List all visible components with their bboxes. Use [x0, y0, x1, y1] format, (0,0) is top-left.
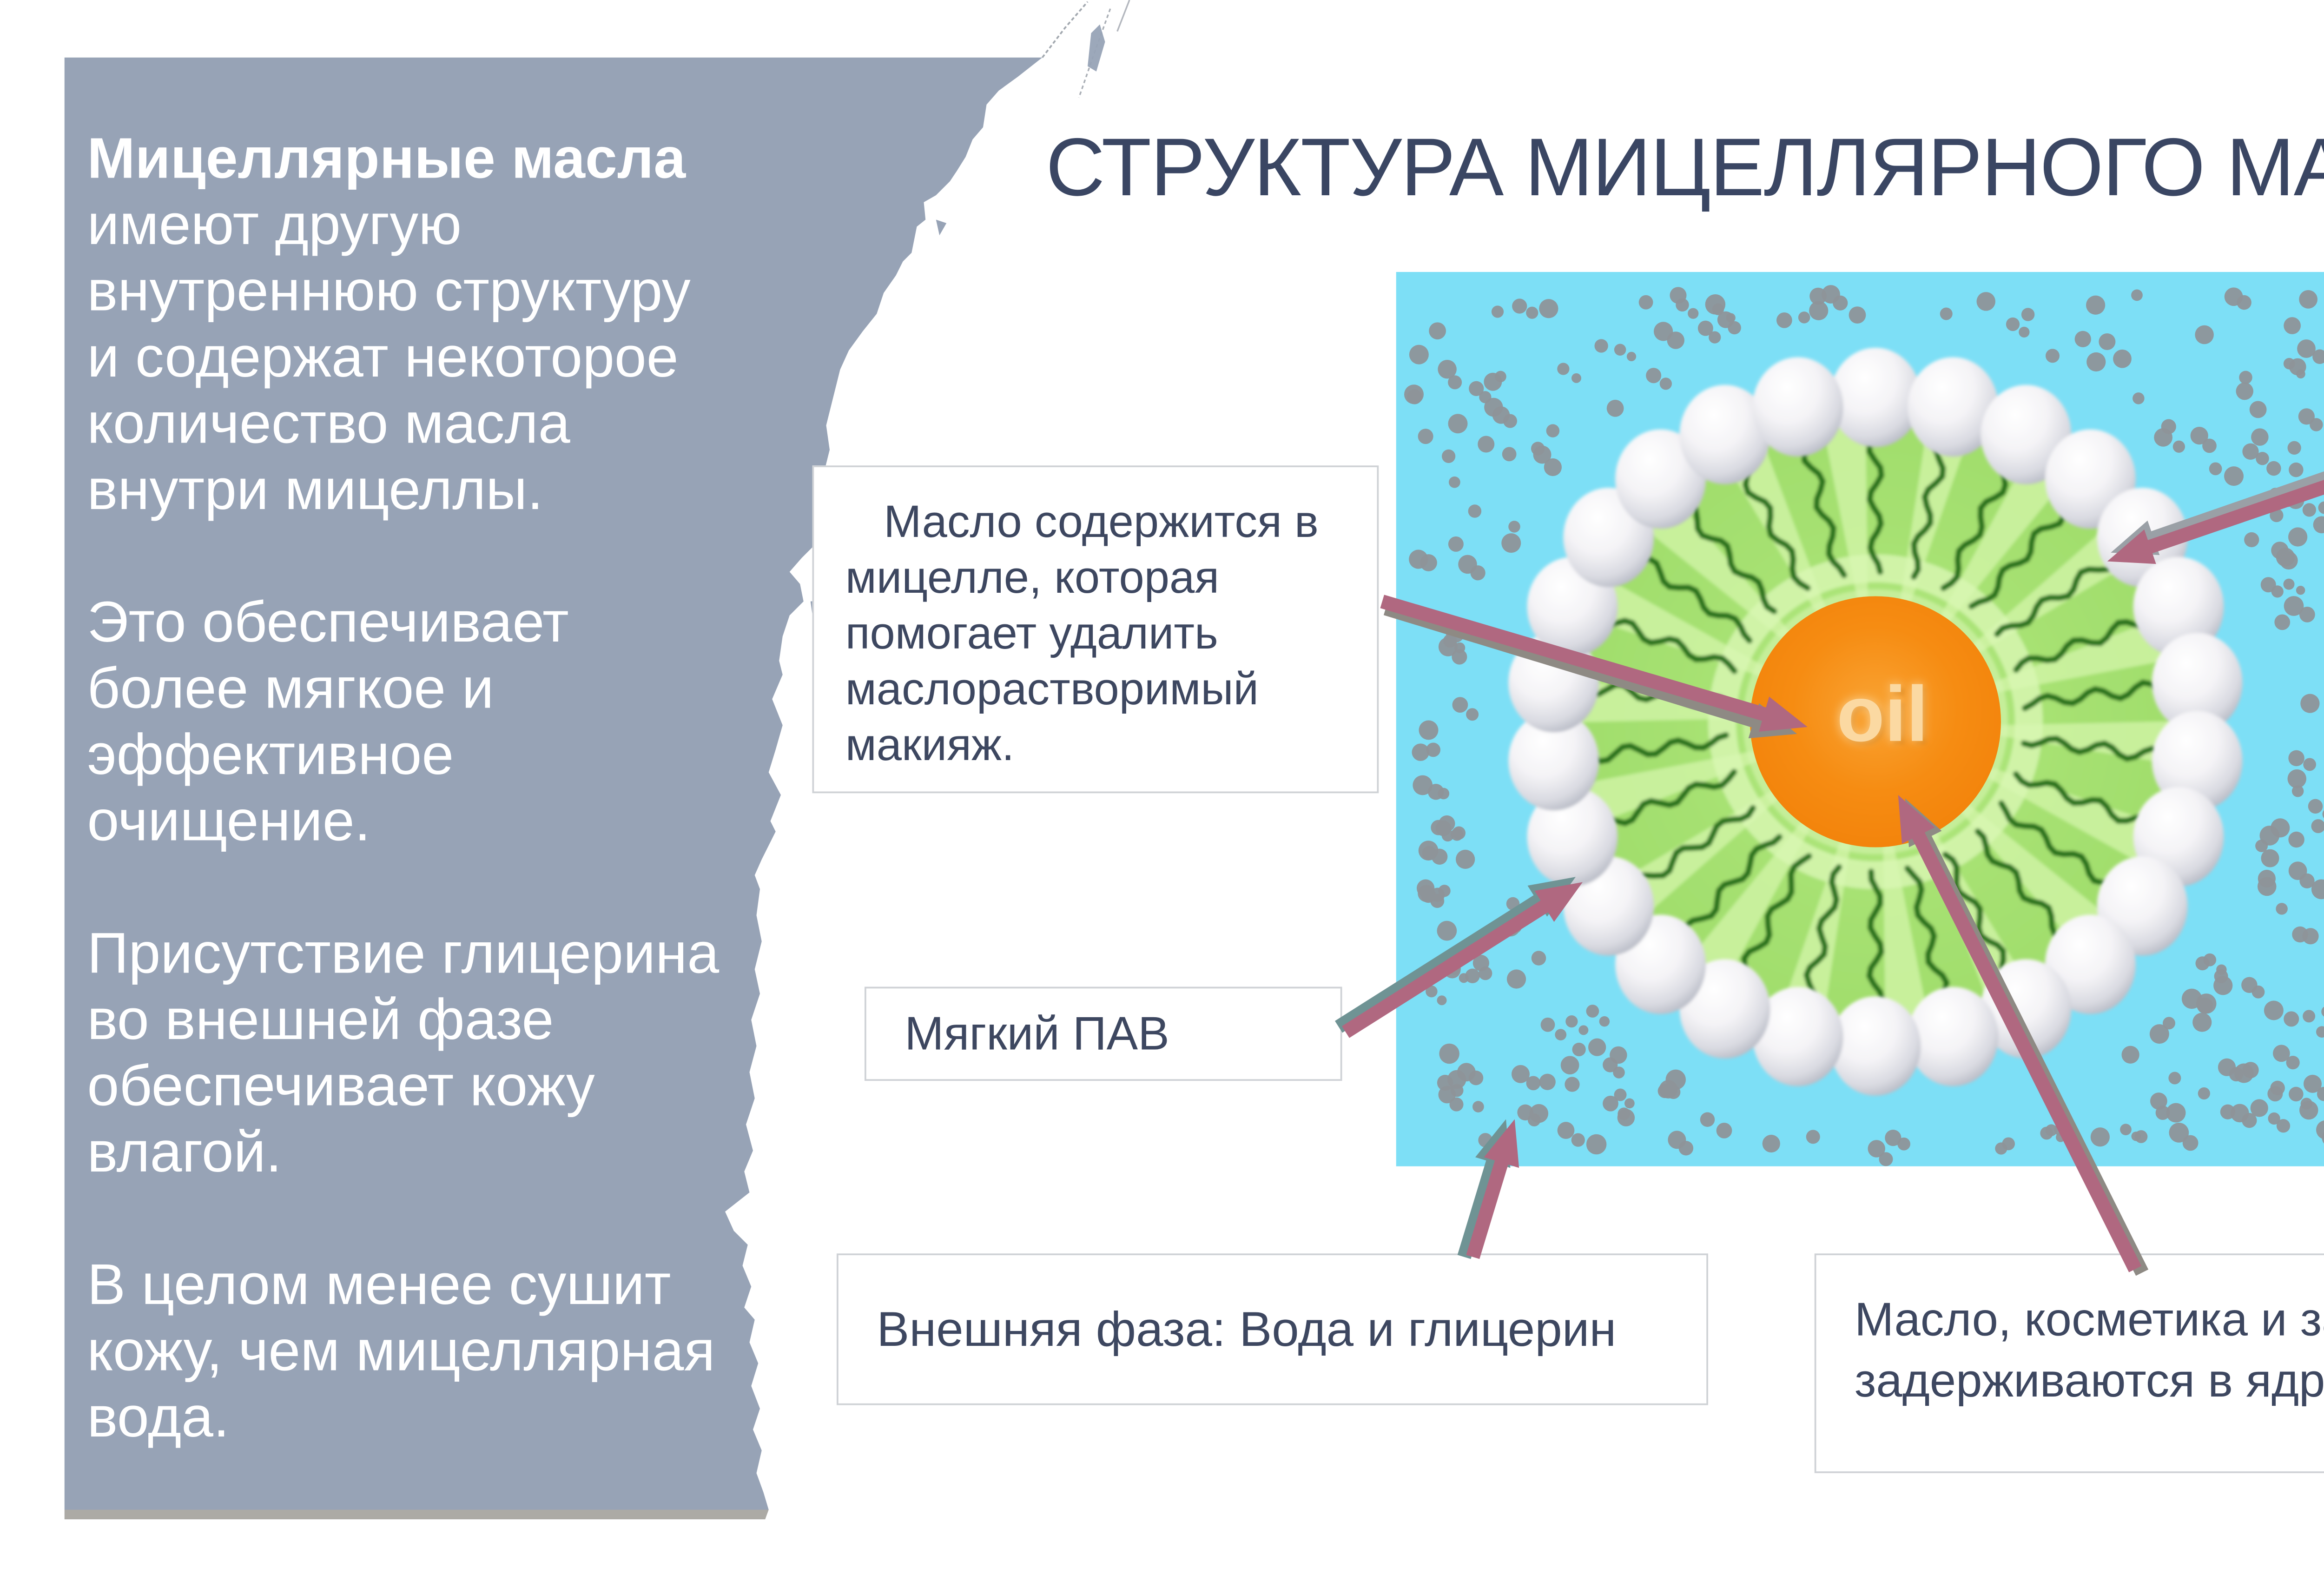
- sidebar-paragraph-3: Присутствие глицерина во внешней фазе об…: [87, 920, 720, 1184]
- oil-core: [1750, 596, 2001, 847]
- oil-core-label: oil: [1836, 669, 1928, 759]
- sidebar-text-block: Мицеллярные масла имеют другую внутренню…: [87, 126, 736, 1517]
- sidebar-paragraph-1: Мицеллярные масла имеют другую внутренню…: [87, 126, 736, 523]
- sidebar-paragraph-4: В целом менее сушит кожу, чем мицеллярна…: [87, 1251, 715, 1449]
- callout-oil-core: Масло, косметика и загрязнения задержива…: [1814, 1253, 2324, 1473]
- page-title: СТРУКТУРА МИЦЕЛЛЯРНОГО МАСЛА: [1046, 120, 2324, 213]
- callout-mild-surfactant-label: Мягкий ПАВ: [905, 1006, 1169, 1059]
- callout-mild-surfactant: Мягкий ПАВ: [865, 986, 1342, 1081]
- torn-sidebar-shape: [64, 57, 1043, 1510]
- callout-oil-in-micelle: Масло содержится в мицелле, которая помо…: [812, 465, 1379, 794]
- sidebar-paragraph-2: Это обеспечивает более мягкое и эффектив…: [87, 589, 569, 853]
- callout-outer-phase: Внешняя фаза: Вода и глицерин: [837, 1253, 1708, 1405]
- sidebar-paragraph-1-rest: имеют другую внутреннюю структуру и соде…: [87, 192, 691, 522]
- sidebar-lead-bold: Мицеллярные масла: [87, 126, 686, 190]
- callout-outer-phase-label: Внешняя фаза: Вода и глицерин: [877, 1301, 1617, 1356]
